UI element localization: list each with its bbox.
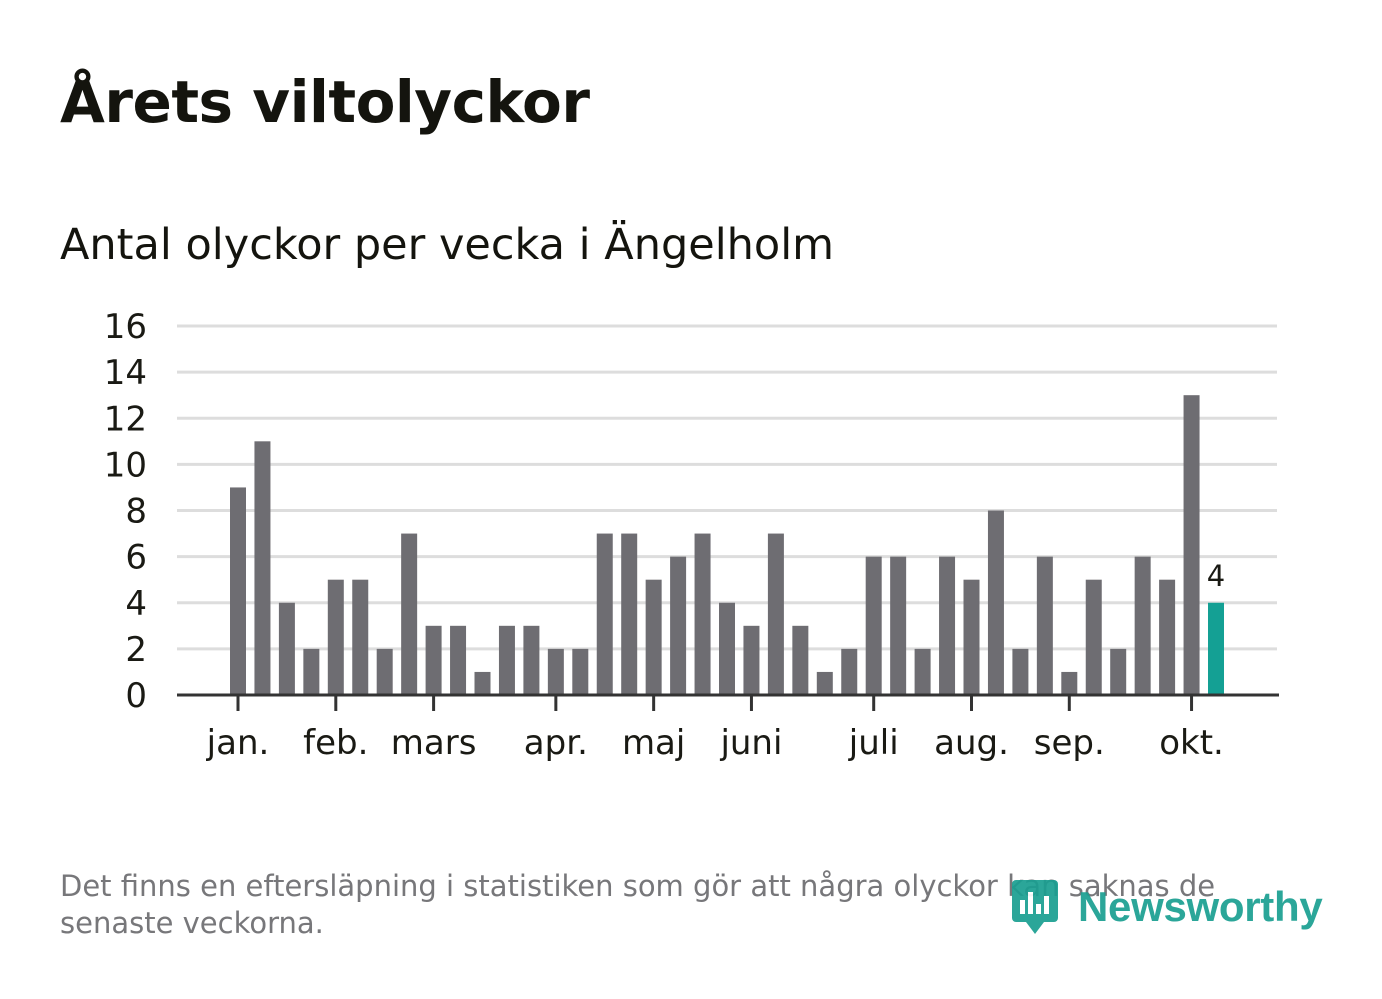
bar bbox=[1134, 556, 1151, 695]
bar bbox=[914, 648, 931, 695]
x-tick-label: juni bbox=[719, 723, 782, 763]
bar bbox=[572, 648, 589, 695]
x-tick-label: maj bbox=[622, 723, 685, 763]
x-axis bbox=[177, 693, 1279, 711]
x-tick-label: jan. bbox=[206, 723, 270, 763]
bar bbox=[596, 533, 613, 695]
bar bbox=[743, 625, 760, 695]
brand-name: Newsworthy bbox=[1078, 883, 1323, 930]
bar bbox=[1012, 648, 1029, 695]
bar bbox=[1085, 579, 1102, 695]
bar bbox=[547, 648, 564, 695]
x-tick-label: okt. bbox=[1159, 723, 1224, 763]
bar bbox=[450, 625, 467, 695]
bar-chart: 0 2 4 6 8 10 12 14 16 jan. feb. mars apr. maj juni jul… bbox=[104, 307, 1279, 763]
y-tick-label: 16 bbox=[104, 307, 147, 347]
bar bbox=[1183, 395, 1200, 695]
bar bbox=[401, 533, 418, 695]
bar bbox=[792, 625, 809, 695]
bar bbox=[1036, 556, 1053, 695]
y-tick-label: 14 bbox=[104, 353, 147, 393]
bar bbox=[352, 579, 369, 695]
x-tick-label: aug. bbox=[934, 723, 1009, 763]
x-tick-label: apr. bbox=[524, 723, 588, 763]
bar bbox=[254, 441, 271, 695]
annotations: 4 bbox=[1207, 559, 1225, 593]
current-week-value-label: 4 bbox=[1207, 559, 1225, 593]
y-tick-label: 0 bbox=[125, 676, 147, 716]
chart-title: Årets viltolyckor bbox=[60, 68, 590, 136]
bar bbox=[621, 533, 638, 695]
bar bbox=[816, 671, 833, 695]
bar bbox=[767, 533, 784, 695]
y-tick-label: 2 bbox=[125, 630, 147, 670]
newsworthy-logo: Newsworthy bbox=[1010, 872, 1323, 942]
y-tick-label: 6 bbox=[125, 538, 147, 578]
bar bbox=[645, 579, 662, 695]
x-tick-label: juli bbox=[848, 723, 899, 763]
bar bbox=[841, 648, 858, 695]
y-axis-labels: 0 2 4 6 8 10 12 14 16 bbox=[104, 307, 147, 716]
bar bbox=[523, 625, 540, 695]
bar bbox=[278, 602, 295, 695]
y-tick-label: 4 bbox=[125, 584, 147, 624]
x-tick-label: feb. bbox=[303, 723, 368, 763]
x-tick-label: sep. bbox=[1034, 723, 1105, 763]
grid-lines bbox=[177, 324, 1277, 651]
bar bbox=[890, 556, 907, 695]
bar bbox=[719, 602, 735, 695]
bar-current-week bbox=[1208, 602, 1224, 695]
bar bbox=[865, 556, 882, 695]
y-tick-label: 10 bbox=[104, 445, 147, 485]
bars bbox=[230, 395, 1224, 695]
bar bbox=[498, 625, 515, 695]
bar bbox=[939, 556, 956, 695]
y-tick-label: 8 bbox=[125, 492, 147, 532]
bar bbox=[1159, 579, 1176, 695]
bar bbox=[376, 648, 393, 695]
x-tick-label: mars bbox=[391, 723, 477, 763]
bar bbox=[474, 671, 491, 695]
bar bbox=[1110, 648, 1127, 695]
y-tick-label: 12 bbox=[104, 399, 147, 439]
bar bbox=[670, 556, 687, 695]
chart-subtitle: Antal olyckor per vecka i Ängelholm bbox=[60, 220, 835, 270]
bar-chart-speech-bubble-icon bbox=[1012, 880, 1058, 934]
bar bbox=[963, 579, 980, 695]
bar bbox=[327, 579, 344, 695]
bar bbox=[425, 625, 442, 695]
x-axis-labels: jan. feb. mars apr. maj juni juli aug. sep. okt. bbox=[206, 723, 1224, 763]
bar bbox=[230, 487, 246, 695]
bar bbox=[303, 648, 320, 695]
bar bbox=[1061, 671, 1078, 695]
bar bbox=[987, 510, 1004, 695]
bar bbox=[694, 533, 711, 695]
